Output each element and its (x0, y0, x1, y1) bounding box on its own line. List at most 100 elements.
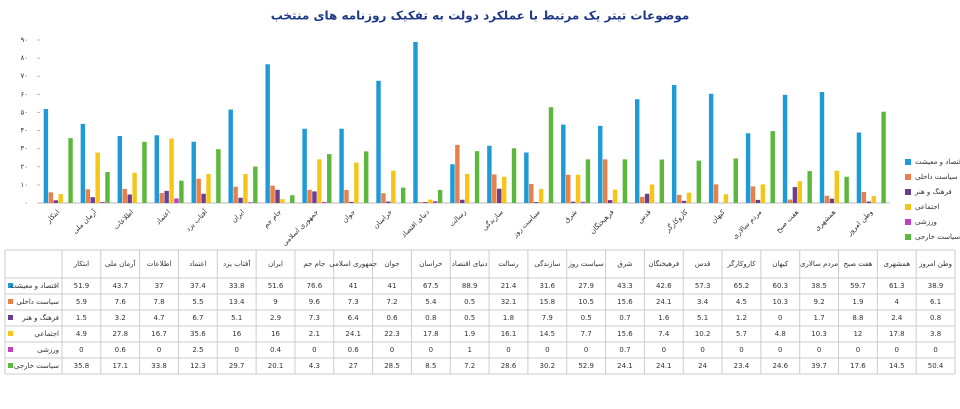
bar (787, 199, 793, 203)
table-cell: 38.5 (811, 282, 827, 290)
bar (829, 198, 835, 203)
bar (529, 183, 534, 203)
table-cell: 0 (933, 346, 937, 354)
bar (391, 170, 396, 203)
bar (612, 189, 618, 203)
table-cell: 1.8 (503, 314, 514, 322)
table-cell: 65.2 (734, 282, 750, 290)
bar (437, 189, 443, 203)
bar (142, 141, 147, 203)
bar (644, 193, 650, 203)
table-cell: 0.4 (270, 346, 282, 354)
bar (474, 151, 480, 203)
bar (501, 176, 507, 203)
x-tick-label: جوان (341, 208, 357, 224)
bar (792, 187, 798, 203)
bar (105, 172, 110, 203)
bar (548, 107, 554, 203)
table-header: سیاست روز (568, 260, 604, 268)
table-cell: 76.6 (307, 282, 323, 290)
table-cell: 24.1 (617, 362, 633, 370)
table-cell: 0 (584, 346, 588, 354)
table-cell: 0.7 (619, 314, 630, 322)
table-cell: 21.4 (501, 282, 517, 290)
table-cell: 7.3 (309, 314, 320, 322)
table-cell: 24.1 (656, 362, 672, 370)
bar (349, 201, 354, 203)
x-tick-label: شرق (562, 208, 578, 224)
table-cell: 5.1 (231, 314, 242, 322)
bar (58, 194, 63, 203)
table-row-label: سیاست داخلی (16, 298, 59, 306)
table-cell: 1.9 (852, 298, 863, 306)
bar (745, 133, 751, 203)
bar (497, 188, 502, 203)
table-cell: 51.6 (268, 282, 284, 290)
x-tick-label: آفتاب یزد (183, 207, 209, 233)
y-tick-label: ۲۰ (20, 163, 28, 171)
table-cell: 7.8 (153, 298, 164, 306)
table-cell: 9 (273, 298, 277, 306)
bar (492, 174, 497, 203)
table-cell: 15.6 (617, 330, 633, 338)
bar (164, 190, 169, 203)
table-header: فرهیختگان (648, 259, 679, 268)
table-cell: 0 (856, 346, 860, 354)
table-cell: 4.5 (736, 298, 747, 306)
table-cell: 16 (232, 330, 241, 338)
table-cell: 0.5 (464, 314, 475, 322)
legend-label: اجتماعی (915, 203, 940, 211)
table-cell: 67.5 (423, 282, 439, 290)
table-cell: 17.8 (889, 330, 905, 338)
table-header: آرمان ملی (105, 259, 137, 268)
table-cell: 5.7 (736, 330, 747, 338)
table-cell: 0 (429, 346, 433, 354)
legend-swatch (905, 234, 911, 240)
bar (487, 145, 492, 203)
bar (169, 138, 174, 203)
table-cell: 35.8 (74, 362, 90, 370)
table-cell: 0.8 (930, 314, 941, 322)
x-tick-label: جام جم (262, 208, 283, 229)
table-cell: 0 (778, 346, 782, 354)
bar (861, 191, 867, 203)
bar (733, 158, 738, 203)
table-cell: 1.2 (736, 314, 747, 322)
bar (856, 132, 862, 203)
y-tick-label: ۷۰ (20, 72, 28, 80)
bar (413, 41, 418, 204)
bar (381, 193, 386, 203)
table-swatch (8, 315, 13, 320)
table-cell: 0 (79, 346, 83, 354)
table-cell: 10.2 (695, 330, 711, 338)
bar (570, 201, 576, 203)
bar (80, 123, 86, 203)
bar (85, 189, 91, 203)
table-cell: 10.5 (578, 298, 594, 306)
bar (302, 128, 307, 203)
x-tick-label: اعتماد (154, 208, 172, 226)
table-cell: 4 (895, 298, 900, 306)
table-cell: 17.8 (423, 330, 439, 338)
table-cell: 0.5 (464, 298, 475, 306)
x-tick-label: قدس (636, 208, 653, 225)
table-cell: 1.9 (464, 330, 475, 338)
bar (43, 109, 49, 203)
bar (819, 91, 825, 203)
table-cell: 1.5 (76, 314, 87, 322)
table-cell: 5.5 (192, 298, 203, 306)
chart-title: موضوعات تیتر یک مرتبط با عملکرد دولت به … (271, 9, 690, 24)
bar (191, 141, 196, 203)
table-header: دنیای اقتصاد (452, 260, 488, 268)
table-cell: 0 (778, 314, 782, 322)
bar (100, 201, 105, 203)
table-cell: 24.1 (345, 330, 361, 338)
table-cell: 33.8 (229, 282, 245, 290)
table-cell: 28.6 (501, 362, 517, 370)
table-cell: 27.8 (112, 330, 128, 338)
table-cell: 7.6 (115, 298, 127, 306)
x-tick-label: دنیای اقتصاد (400, 208, 431, 239)
table-header: کاروکارگر (726, 259, 756, 268)
table-cell: 17.1 (112, 362, 128, 370)
table-cell: 0 (390, 346, 394, 354)
